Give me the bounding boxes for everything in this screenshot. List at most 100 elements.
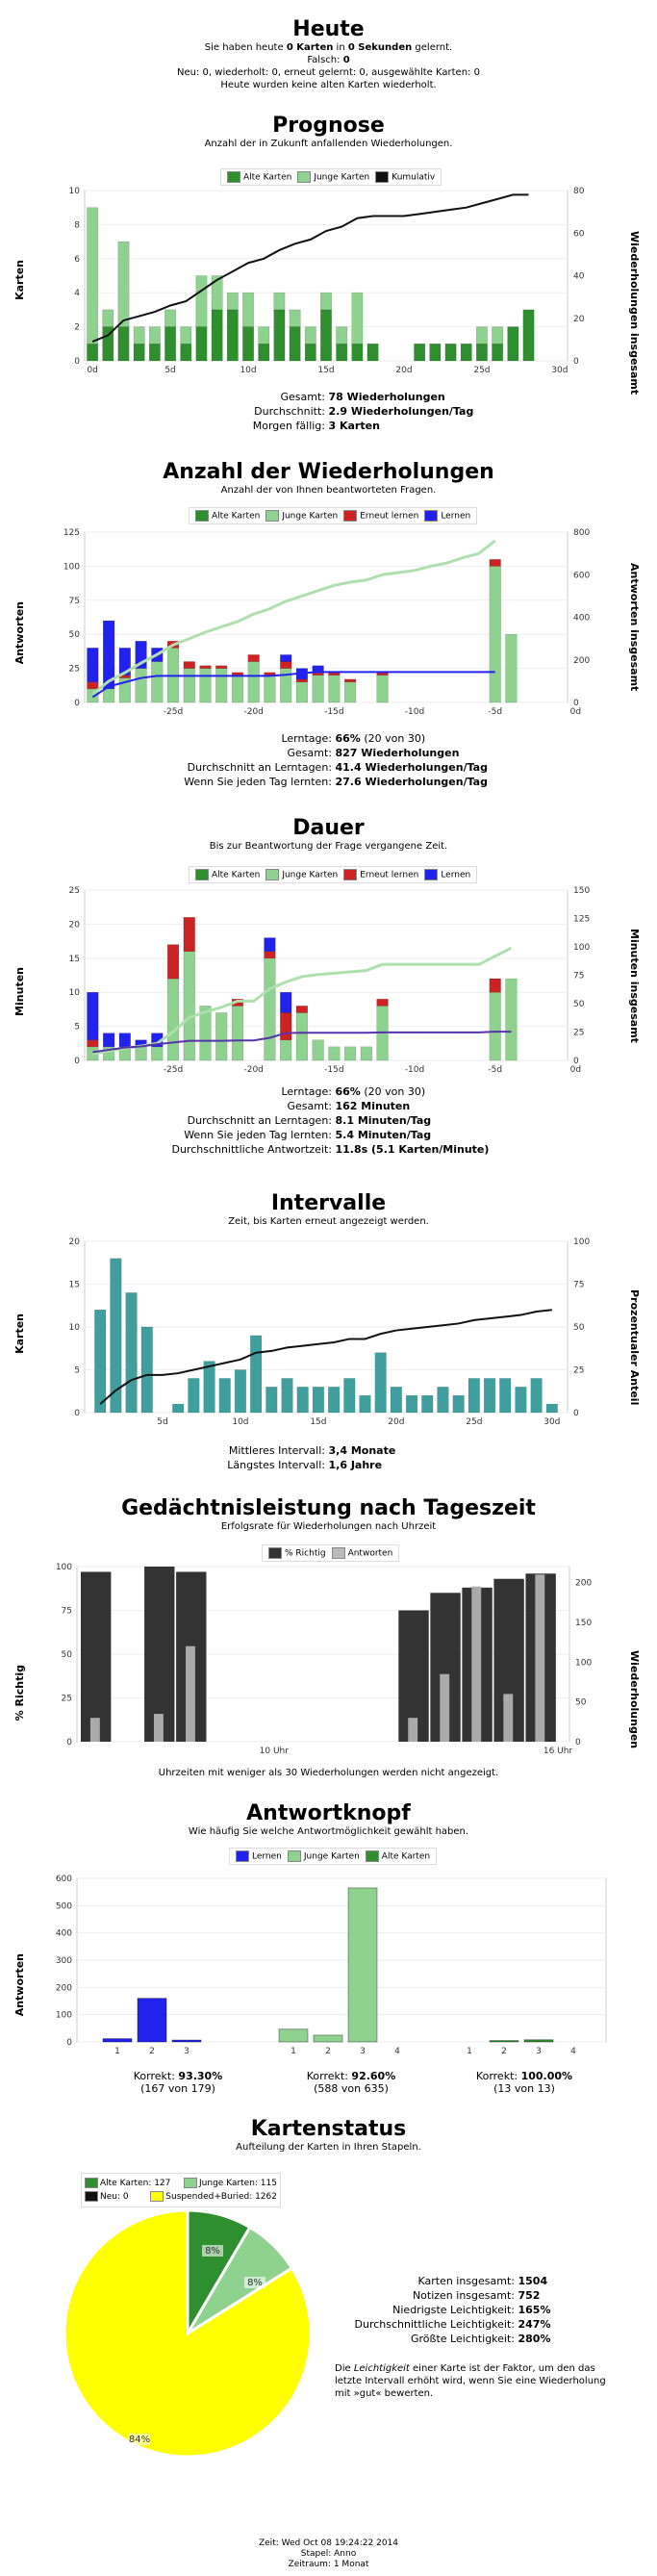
x-tick-label: -20d (243, 1065, 263, 1075)
antwort-ylabel: Antworten (13, 1953, 26, 2017)
heute-line4: Heute wurden keine alten Karten wiederho… (220, 80, 437, 90)
y2-tick-label: 75 (573, 972, 584, 982)
bar (135, 1046, 147, 1061)
bar (183, 668, 195, 703)
stat-row: Wenn Sie jeden Tag lernten: 5.4 Minuten/… (184, 1129, 432, 1141)
tageszeit-ylabel: % Richtig (13, 1665, 26, 1722)
bar (183, 917, 195, 952)
bar (231, 1006, 244, 1061)
y-tick-label: 0 (66, 1738, 72, 1747)
bar (247, 661, 260, 703)
legend-old: Alte Karten (365, 1850, 430, 1862)
bar (489, 566, 501, 703)
x-tick-label: 4 (394, 2047, 400, 2056)
y-tick-label: 0 (66, 2038, 72, 2048)
bar (87, 344, 99, 362)
prognose-subtitle: Anzahl der in Zukunft anfallenden Wieder… (204, 139, 453, 149)
bar (180, 326, 192, 344)
bar (280, 1012, 292, 1041)
bar (172, 1403, 185, 1414)
bar (118, 1033, 131, 1048)
section-heute: Heute Sie haben heute 0 Karten in 0 Seku… (0, 17, 657, 91)
section-intervalle: Intervalle Zeit, bis Karten erneut angez… (0, 1191, 657, 1228)
y2-tick-label: 0 (575, 1738, 581, 1747)
bar (414, 344, 426, 362)
y2-tick-label: 50 (573, 1000, 585, 1009)
footer-time: Zeit: Wed Oct 08 19:24:22 2014 (258, 2538, 399, 2548)
bar (320, 292, 332, 311)
y-tick-label: 0 (74, 1409, 80, 1418)
bar (87, 207, 99, 344)
bar (135, 668, 147, 703)
bar (421, 1394, 434, 1414)
bar (489, 978, 501, 993)
legend-relearn: Erneut lernen (343, 869, 418, 880)
legend-suspended: Suspended+Buried: 1262 (150, 2190, 277, 2204)
y2-tick-label: 200 (575, 1579, 592, 1589)
bar (188, 1378, 200, 1414)
bar (102, 309, 114, 327)
bar (215, 668, 228, 703)
bar (452, 1394, 465, 1414)
stat-row: Niedrigste Leichtigkeit: 165% (392, 2304, 551, 2316)
x-tick-label: -5d (488, 707, 502, 717)
tageszeit-subtitle: Erfolgsrate für Wiederholungen nach Uhrz… (220, 1521, 437, 1532)
y2-tick-label: 150 (575, 1619, 592, 1628)
x-tick-label: 3 (360, 2047, 366, 2056)
kartenstatus-note: Die Leichtigkeit einer Karte ist der Fak… (335, 2363, 606, 2399)
heute-title: Heute (292, 17, 365, 41)
legend-cum: Kumulativ (375, 171, 435, 183)
plot-frame (84, 531, 569, 703)
bar (265, 1387, 278, 1414)
bar (203, 1361, 215, 1414)
x-tick-label: 0d (87, 366, 97, 375)
bar (278, 2028, 309, 2043)
bar (140, 1326, 153, 1414)
y2-tick-label: 100 (575, 1658, 592, 1668)
bar (264, 937, 276, 952)
anzahl-y2label: Antworten insgesamt (628, 563, 641, 692)
y2-tick-label: 20 (573, 315, 585, 324)
cumulative-line (99, 1309, 552, 1405)
y-tick-label: 500 (56, 1901, 72, 1911)
stat-row: Lerntage: 66% (20 von 30) (281, 1085, 426, 1098)
tageszeit-note: Uhrzeiten mit weniger als 30 Wiederholun… (158, 1768, 499, 1778)
bar (499, 1378, 512, 1414)
y-tick-label: 25 (62, 1695, 72, 1704)
bar (102, 688, 115, 703)
stat-row: Gesamt: 827 Wiederholungen (287, 747, 460, 759)
x-tick-label: -20d (243, 707, 263, 717)
y2-tick-label: 150 (573, 886, 590, 896)
bar (186, 1645, 195, 1742)
bar (231, 672, 244, 676)
x-tick-label: 1 (114, 2047, 120, 2056)
legend-young: Junge Karten (287, 1850, 360, 1862)
y2-tick-label: 0 (573, 357, 579, 367)
y-tick-label: 600 (56, 1875, 72, 1884)
bar (320, 309, 332, 362)
cumulative-line (92, 946, 513, 1056)
pie-slice (63, 2208, 313, 2459)
y-tick-label: 5 (74, 1023, 80, 1033)
bar (535, 1574, 545, 1742)
x-tick-label: 10d (240, 366, 256, 375)
bar (164, 309, 176, 327)
bar (151, 1046, 164, 1061)
kartenstatus-stats: Karten insgesamt: 1504 Notizen insgesamt:… (327, 2274, 616, 2346)
y-tick-label: 25 (69, 886, 80, 896)
bar (505, 633, 518, 703)
y2-tick-label: 50 (575, 1698, 587, 1708)
intervalle-ylabel: Karten (13, 1314, 26, 1354)
bar (215, 1012, 228, 1061)
bar (374, 1352, 387, 1414)
y2-tick-label: 400 (573, 614, 590, 624)
bar (118, 677, 131, 703)
x-tick-label: 15d (317, 366, 334, 375)
bar (218, 1378, 231, 1414)
bar (390, 1387, 402, 1414)
bar (242, 292, 254, 327)
bar (336, 344, 348, 362)
pie-label-bg (202, 2245, 223, 2257)
bar (280, 654, 292, 662)
kartenstatus-legend: Alte Karten: 127 Junge Karten: 115 Neu: … (81, 2173, 281, 2207)
